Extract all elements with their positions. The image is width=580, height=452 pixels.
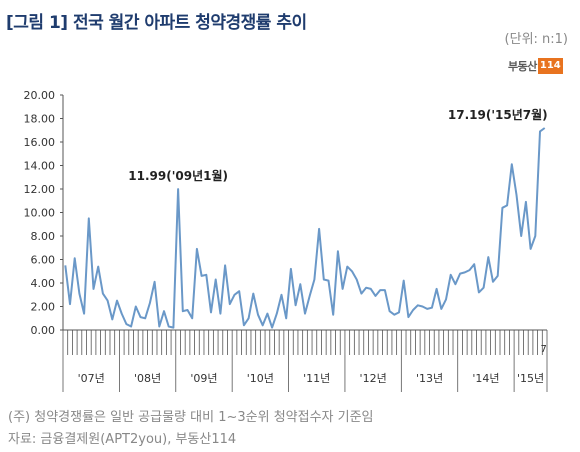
line-chart: 0.00 2.00 4.00 6.00 8.00 10.00 12.00 14.00 16.00… <box>24 89 548 392</box>
last-month-label: 7 <box>540 344 546 355</box>
source-note: 자료: 금융결제원(APT2you), 부동산114 <box>8 432 237 447</box>
y-tick-label: 10.00 <box>24 207 56 220</box>
y-tick-label: 20.00 <box>24 89 56 102</box>
y-tick-label: 0.00 <box>31 324 56 337</box>
year-label: '07년 <box>78 372 105 385</box>
data-annotation: 17.19('15년7월) <box>448 107 548 122</box>
logo: 부동산 114 <box>508 56 563 76</box>
year-label: '14년 <box>472 372 499 385</box>
year-label: '13년 <box>416 372 443 385</box>
y-tick-label: 14.00 <box>24 160 56 173</box>
year-label: '15년 <box>517 372 544 385</box>
footnote: (주) 청약경쟁률은 일반 공급물량 대비 1~3순위 청약접수자 기준임 <box>8 410 374 425</box>
year-label: '12년 <box>360 372 387 385</box>
y-tick-label: 2.00 <box>31 301 56 314</box>
year-label: '10년 <box>247 372 274 385</box>
year-label: '08년 <box>134 372 161 385</box>
y-tick-label: 6.00 <box>31 254 56 267</box>
y-tick-label: 16.00 <box>24 136 56 149</box>
year-label: '09년 <box>190 372 217 385</box>
logo-badge: 114 <box>537 58 563 74</box>
y-tick-label: 4.00 <box>31 277 56 290</box>
unit-label: (단위: n:1) <box>504 32 568 47</box>
y-tick-label: 12.00 <box>24 183 56 196</box>
chart-title: [그림 1] 전국 월간 아파트 청약경쟁률 추이 <box>6 13 307 33</box>
y-tick-label: 18.00 <box>24 113 56 126</box>
data-annotation: 11.99('09년1월) <box>128 168 228 183</box>
year-label: '11년 <box>303 372 330 385</box>
series-line <box>64 127 546 329</box>
logo-text: 부동산 <box>508 60 537 73</box>
y-tick-label: 8.00 <box>31 230 56 243</box>
